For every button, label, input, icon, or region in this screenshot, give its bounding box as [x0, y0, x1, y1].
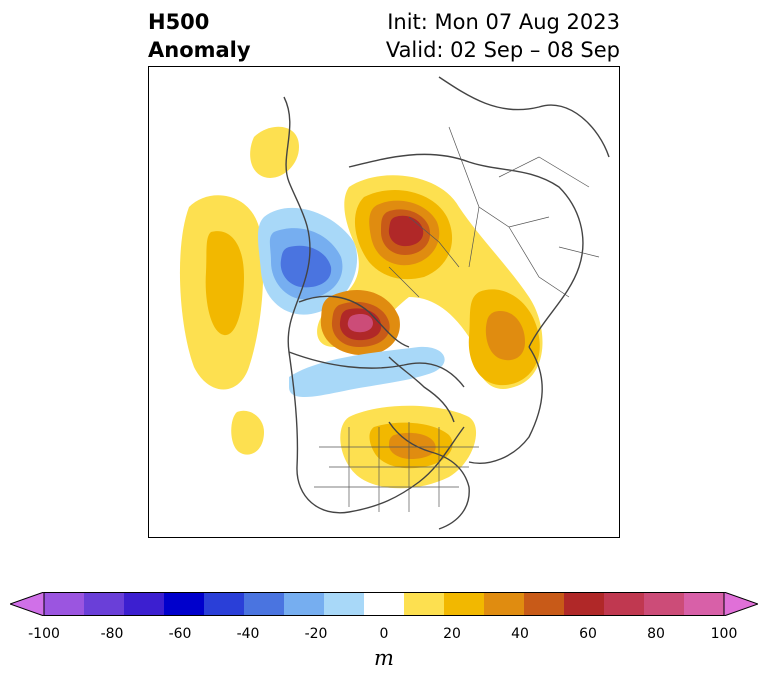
colorbar-tick-label: 20 — [443, 626, 461, 642]
colorbar-cell — [484, 592, 525, 616]
positive-anomaly-europe-core — [485, 311, 525, 361]
colorbar-cell — [604, 592, 645, 616]
colorbar-cell — [84, 592, 125, 616]
colorbar-tick-label: -40 — [236, 626, 260, 642]
colorbar-cell — [444, 592, 485, 616]
map-svg — [179, 76, 610, 530]
colorbar-cell — [524, 592, 565, 616]
positive-anomaly-east-na-inner — [389, 432, 436, 459]
colorbar-tick-label: 0 — [379, 626, 389, 642]
colorbar-tick-label: -60 — [168, 626, 192, 642]
colorbar-extend-high — [723, 592, 758, 616]
anomaly-map — [148, 66, 620, 538]
colorbar-cell — [644, 592, 685, 616]
colorbar-tick-label: 80 — [647, 626, 665, 642]
colorbar-cell — [124, 592, 165, 616]
positive-anomaly-arctic-core — [388, 215, 424, 247]
positive-anomaly-greenland-core — [347, 313, 373, 333]
colorbar-cell — [324, 592, 365, 616]
colorbar-cell — [684, 592, 725, 616]
colorbar-cell — [404, 592, 445, 616]
chart-title: H500 Anomaly — [148, 8, 251, 64]
positive-anomaly-alaska-north — [250, 126, 299, 178]
colorbar-cells — [44, 592, 725, 616]
coastlines — [283, 76, 610, 530]
date-info: Init: Mon 07 Aug 2023 Valid: 02 Sep – 08… — [386, 8, 620, 64]
colorbar-cell — [564, 592, 605, 616]
anomaly-shading — [179, 126, 543, 489]
colorbar-cell — [44, 592, 85, 616]
colorbar-tick-label: 60 — [579, 626, 597, 642]
colorbar — [10, 592, 758, 616]
colorbar-cell — [204, 592, 245, 616]
valid-date: Valid: 02 Sep – 08 Sep — [385, 38, 620, 62]
colorbar-cell — [164, 592, 205, 616]
colorbar-outline — [43, 592, 725, 616]
borders — [314, 126, 600, 512]
colorbar-tick-label: -100 — [28, 626, 60, 642]
colorbar-unit-label: m — [374, 646, 394, 670]
colorbar-cell — [244, 592, 285, 616]
colorbar-tick-label: -20 — [304, 626, 328, 642]
colorbar-extend-low — [10, 592, 45, 616]
colorbar-tick-label: -80 — [100, 626, 124, 642]
colorbar-tick-label: 40 — [511, 626, 529, 642]
positive-anomaly-small — [231, 410, 264, 455]
negative-anomaly-bering-core — [280, 245, 332, 288]
colorbar-cell — [284, 592, 325, 616]
positive-anomaly-west-core — [205, 231, 244, 336]
title-line-1: H500 — [148, 10, 210, 34]
negative-anomaly-atlantic — [289, 346, 445, 397]
title-line-2: Anomaly — [148, 38, 251, 62]
colorbar-tick-label: 100 — [710, 626, 738, 642]
init-date: Init: Mon 07 Aug 2023 — [387, 10, 620, 34]
colorbar-cell — [364, 592, 405, 616]
